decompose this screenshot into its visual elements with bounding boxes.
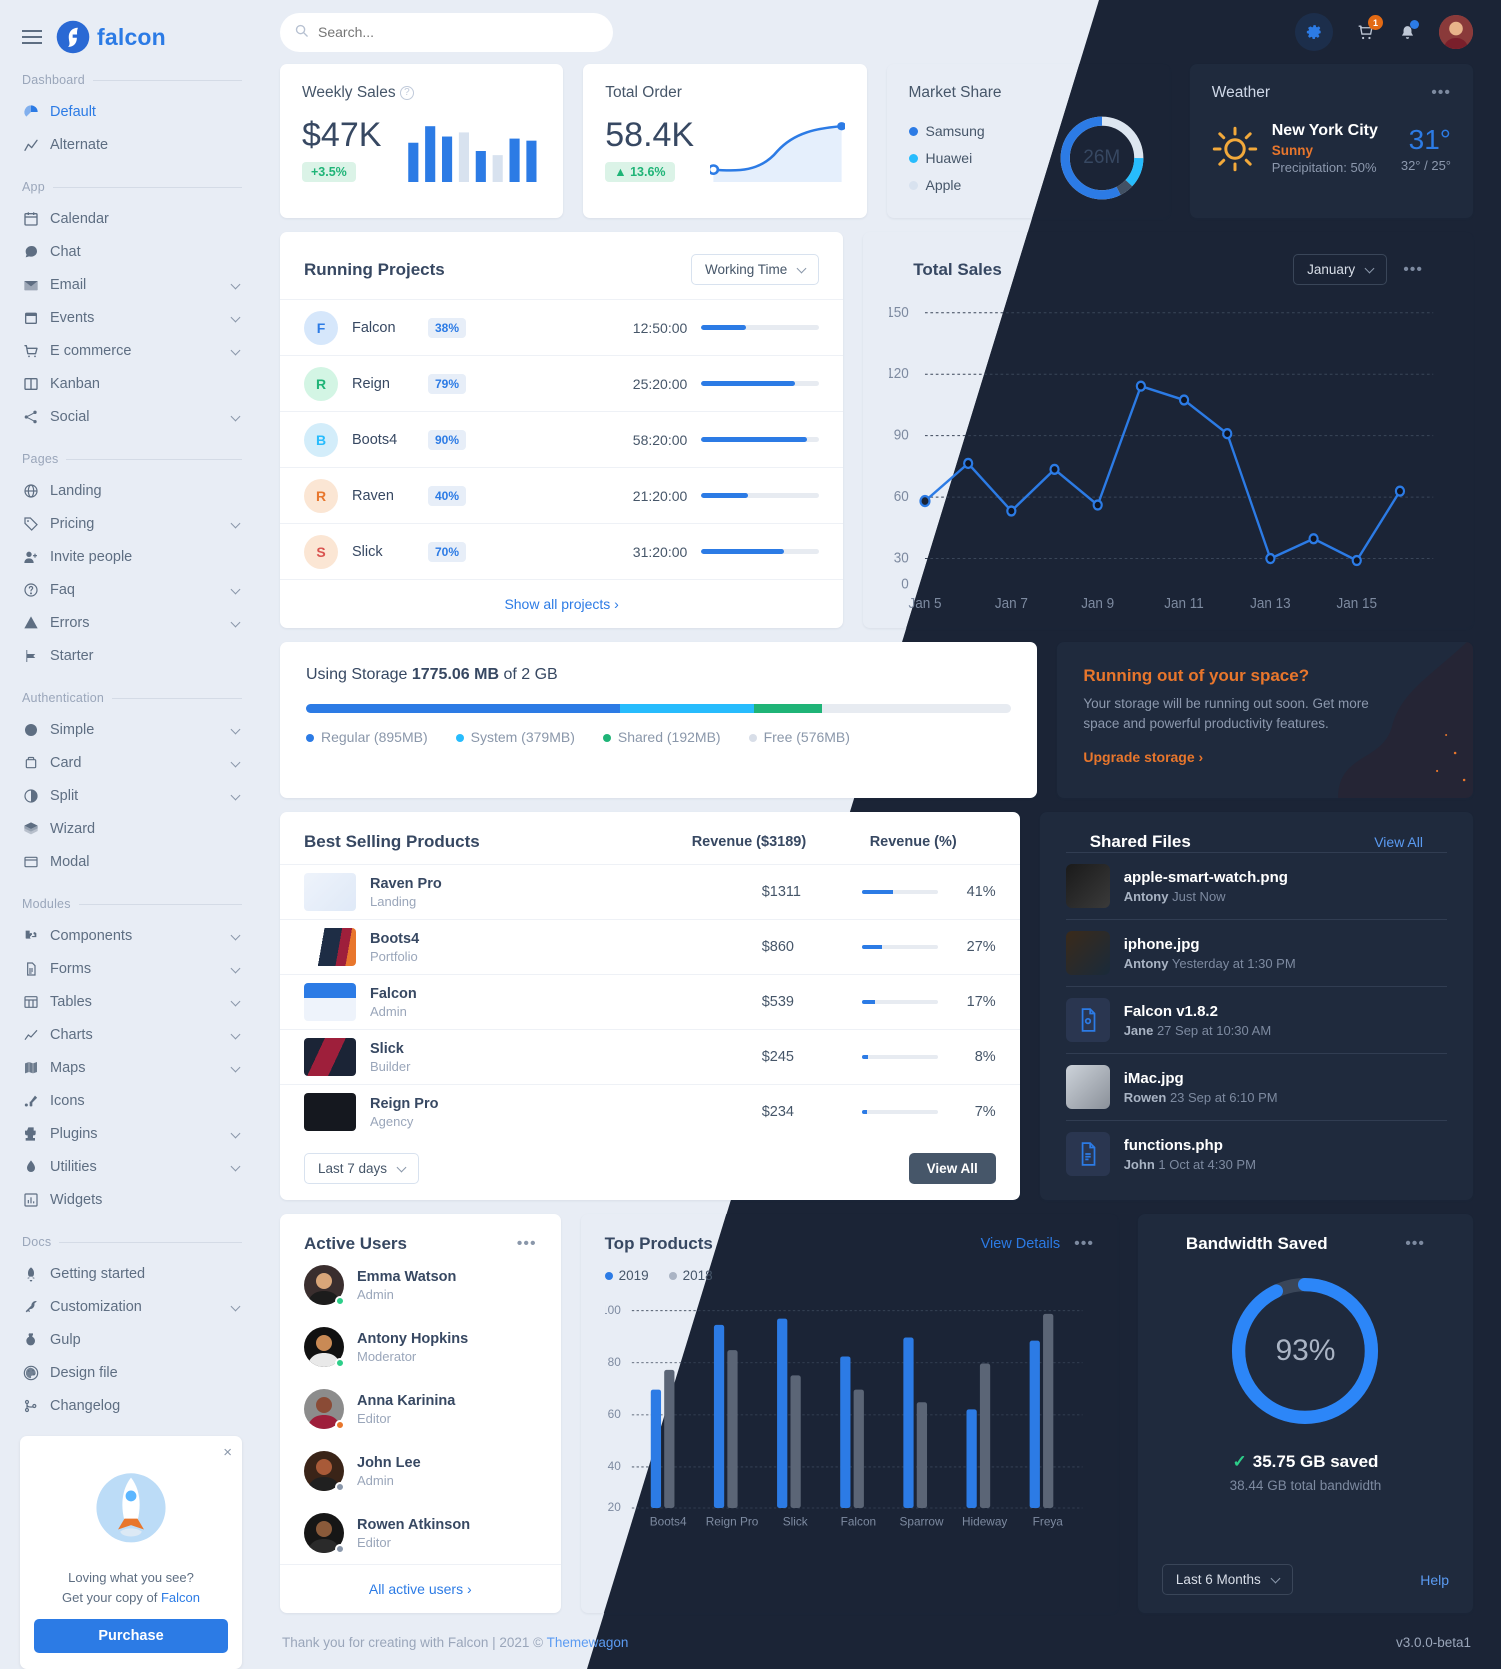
svg-text:0: 0 <box>902 576 910 593</box>
svg-text:Jan 7: Jan 7 <box>995 596 1028 613</box>
svg-text:20: 20 <box>607 1500 621 1514</box>
svg-text:60: 60 <box>607 1407 621 1421</box>
svg-text:40: 40 <box>607 1459 621 1473</box>
svg-text:Falcon: Falcon <box>840 1514 876 1528</box>
svg-text:150: 150 <box>889 304 909 321</box>
svg-text:Jan 13: Jan 13 <box>1250 596 1291 613</box>
svg-text:Hideway: Hideway <box>962 1514 1007 1528</box>
svg-text:30: 30 <box>894 550 909 567</box>
svg-text:Sparrow: Sparrow <box>899 1514 944 1528</box>
svg-text:Jan 11: Jan 11 <box>1165 596 1205 613</box>
svg-text:Jan 15: Jan 15 <box>1337 596 1378 613</box>
svg-text:120: 120 <box>889 366 909 383</box>
svg-text:Slick: Slick <box>782 1514 807 1528</box>
svg-text:Jan 5: Jan 5 <box>909 596 942 613</box>
svg-text:90: 90 <box>894 427 909 444</box>
svg-text:Jan 9: Jan 9 <box>1081 596 1114 613</box>
svg-text:Boots4: Boots4 <box>649 1514 686 1528</box>
svg-text:Reign Pro: Reign Pro <box>705 1514 758 1528</box>
svg-text:Freya: Freya <box>1032 1514 1063 1528</box>
svg-text:60: 60 <box>894 489 909 506</box>
svg-text:80: 80 <box>607 1355 621 1369</box>
svg-text:100: 100 <box>605 1303 621 1317</box>
